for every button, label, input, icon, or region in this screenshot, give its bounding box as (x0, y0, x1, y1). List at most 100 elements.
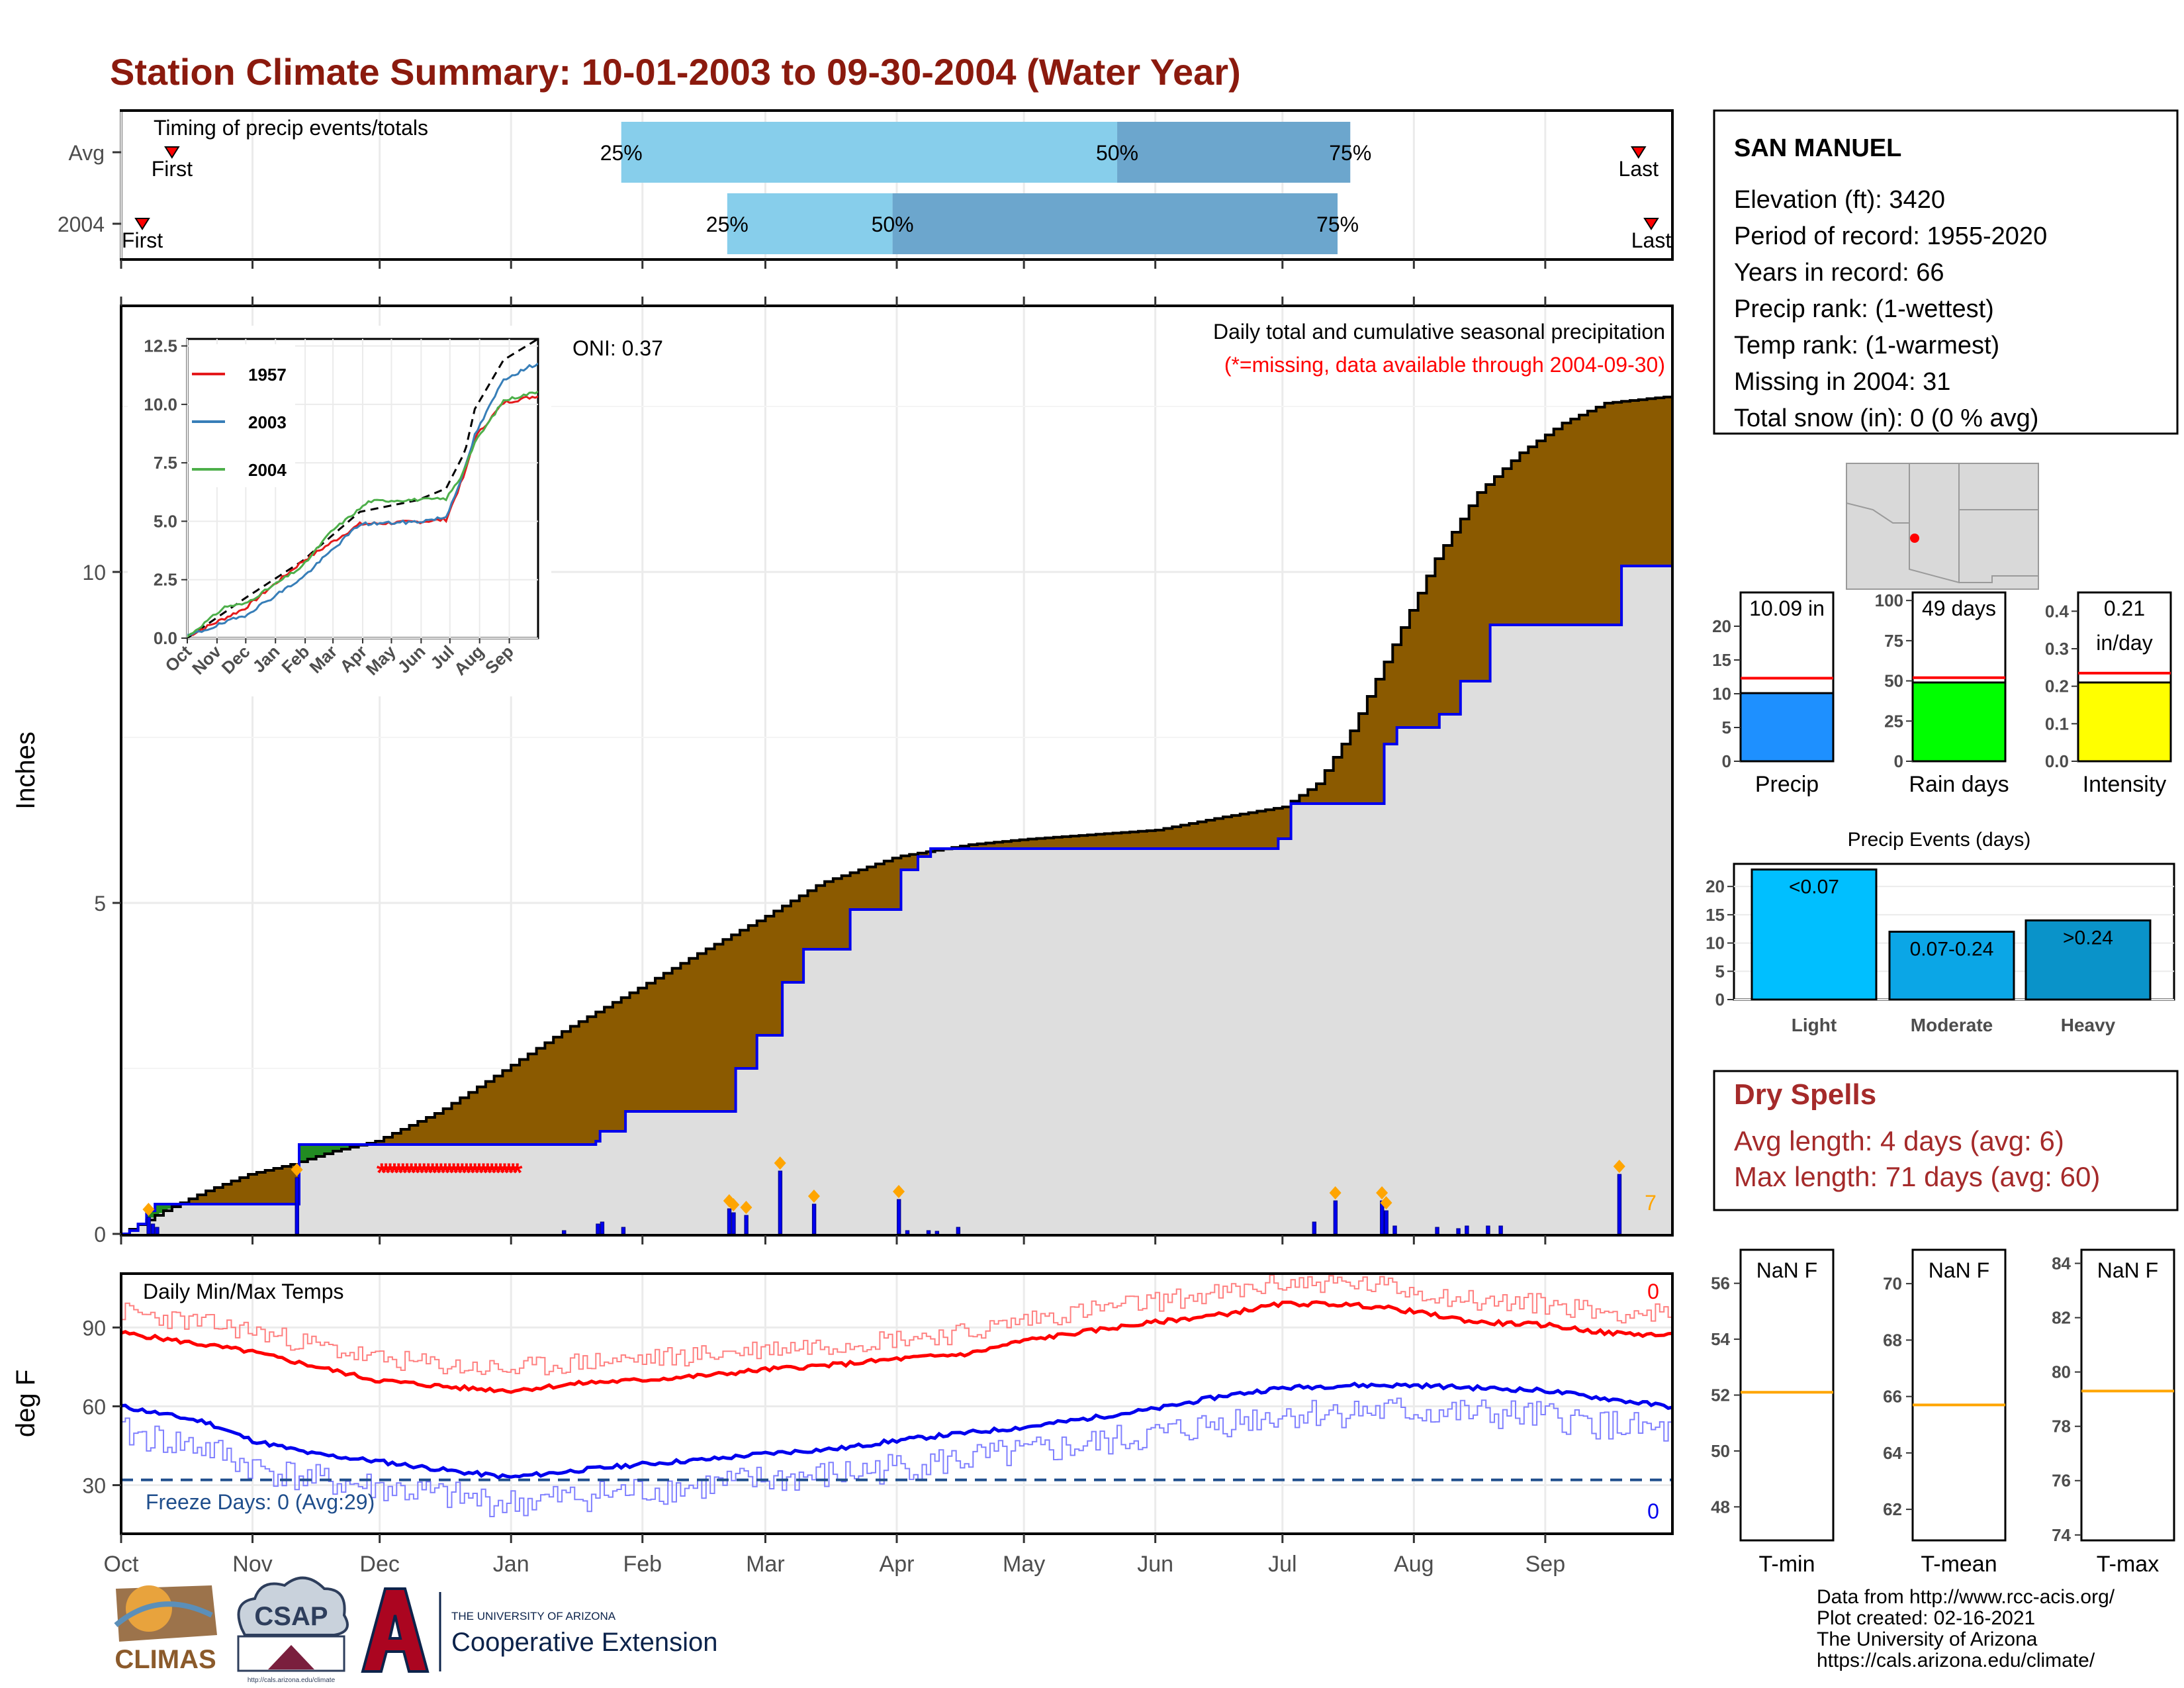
footer: CLIMAS CSAP http://cals.arizona.edu/clim… (114, 1576, 2115, 1684)
inset-series-2004 (187, 391, 538, 638)
missing-day-mark: * (504, 1158, 514, 1188)
temp-panel-title: Daily Min/Max Temps (143, 1280, 343, 1303)
last-event-marker (1630, 146, 1647, 159)
summary-ytick-label: 0.0 (2045, 751, 2069, 771)
missing-day-mark: * (470, 1158, 480, 1188)
missing-day-mark: * (415, 1158, 426, 1188)
missing-day-mark: * (482, 1158, 493, 1188)
missing-day-mark: * (461, 1158, 472, 1188)
climas-label: CLIMAS (114, 1645, 216, 1674)
temp-panel: Daily Min/Max Temps Freeze Days: 0 (Avg:… (11, 1272, 1674, 1535)
heavy-event-marker (1380, 1196, 1392, 1209)
inset-chart: 0.02.55.07.510.012.5OctNovDecJanFebMarAp… (128, 326, 551, 696)
temp-box-ytick-label: 62 (1883, 1499, 1902, 1519)
last-event-label: Last (1631, 228, 1672, 252)
temp-box-frame (1739, 1248, 1835, 1542)
station-line-elevation: Elevation (ft): 3420 (1734, 186, 1945, 214)
daily-precip-bar (1465, 1225, 1469, 1235)
precip-ytick-label: 10 (82, 561, 106, 585)
station-info-box: SAN MANUEL Elevation (ft): 3420 Period o… (1713, 109, 2179, 435)
heavy-event-marker (142, 1203, 155, 1216)
temperature-summary-boxes: 48 50 52 54 56 NaN F T-min 62 64 66 68 70 NaN F T-mea… (1711, 1248, 2175, 1577)
temp-box-label: T-max (2097, 1552, 2159, 1577)
station-name: SAN MANUEL (1734, 134, 1901, 162)
climas-logo-wave (114, 1601, 213, 1628)
temp-box-ytick-label: 52 (1711, 1385, 1730, 1405)
month-label: Jan (493, 1552, 529, 1577)
summary-ytick-label: 25 (1884, 711, 1903, 731)
summary-ytick-label: 15 (1712, 650, 1731, 670)
month-label: Sep (1525, 1552, 1566, 1577)
missing-day-mark: * (449, 1158, 459, 1188)
temp-box-ytick-label: 82 (2052, 1308, 2071, 1328)
summary-bar-rain-days (1911, 681, 2007, 763)
temp-box-ytick-label: 80 (2052, 1362, 2071, 1382)
events-bar-moderate (1888, 931, 2015, 1001)
daily-precip-bar (295, 1177, 299, 1235)
station-line-temp-rank: Temp rank: (1-warmest) (1734, 332, 1999, 359)
temp-box-value-label: NaN F (1756, 1258, 1817, 1282)
page-title: Station Climate Summary: 10-01-2003 to 0… (110, 51, 1241, 93)
timing-bar-50-75 (892, 193, 1338, 254)
events-bar-light (1751, 868, 1878, 1001)
legend-label-2004: 2004 (248, 460, 287, 480)
daily-precip-bar (1384, 1210, 1388, 1235)
last-event-marker (1643, 218, 1659, 230)
station-box-frame (1713, 109, 2179, 435)
last-event-label: Last (1619, 157, 1659, 181)
precip-y-axis: 0 5 10 (82, 561, 121, 1246)
daily-precip-bar (811, 1203, 817, 1235)
timing-panel-title: Timing of precip events/totals (154, 116, 428, 140)
missing-day-mark: * (402, 1158, 412, 1188)
summary-bar-intensity (2077, 681, 2172, 763)
events-value-label: 0.07-0.24 (1910, 939, 1994, 961)
station-line-years: Years in record: 66 (1734, 259, 1944, 287)
daily-precip-bar (778, 1170, 783, 1235)
events-ytick-label: 0 (1715, 990, 1725, 1009)
events-category-label: Light (1792, 1015, 1837, 1035)
summary-ytick-label: 5 (1722, 718, 1731, 737)
missing-day-mark: * (453, 1158, 463, 1188)
footer-url: https://cals.arizona.edu/climate/ (1817, 1650, 2095, 1671)
missing-day-mark: * (432, 1158, 442, 1188)
timing-p25-label: 25% (600, 141, 643, 165)
missing-day-mark: * (423, 1158, 433, 1188)
precip-ytick-label: 0 (94, 1223, 106, 1246)
temp-box-ytick-label: 68 (1883, 1330, 1902, 1350)
events-ytick-label: 15 (1706, 905, 1725, 925)
summary-value-label: in/day (2096, 631, 2152, 655)
heavy-event-marker (1329, 1186, 1342, 1199)
inset-ytick-label: 10.0 (144, 395, 177, 414)
timing-row-label-avg: Avg (68, 141, 105, 165)
missing-day-mark: * (500, 1158, 510, 1188)
daily-precip-bar (731, 1212, 736, 1235)
temp-box-ytick-label: 56 (1711, 1274, 1730, 1293)
temp-box-ytick-label: 48 (1711, 1497, 1730, 1517)
temp-box-ytick-label: 84 (2052, 1254, 2071, 1274)
freeze-days-label: Freeze Days: 0 (Avg:29) (146, 1490, 375, 1514)
summary-value-label: 49 days (1922, 596, 1996, 620)
daily-precip-bar (926, 1230, 931, 1235)
location-map (1846, 463, 2039, 590)
missing-day-mark: * (398, 1158, 408, 1188)
daily-precip-bar (905, 1230, 910, 1235)
missing-day-mark: * (457, 1158, 468, 1188)
summary-ytick-label: 0.4 (2045, 601, 2070, 621)
temp-box-ytick-label: 70 (1883, 1274, 1902, 1293)
daily-precip-bar (146, 1217, 151, 1235)
year-cumulative-area (121, 566, 1672, 1234)
first-event-label: First (122, 228, 163, 252)
ua-logo: THE UNIVERSITY OF ARIZONA Cooperative Ex… (361, 1587, 717, 1673)
missing-note: (*=missing, data available through 2004-… (1224, 353, 1665, 377)
timing-row-label-year: 2004 (58, 212, 105, 236)
station-line-period: Period of record: 1955-2020 (1734, 222, 2047, 250)
month-label: Feb (623, 1552, 662, 1577)
heavy-event-marker (1376, 1186, 1388, 1199)
dry-spells-frame (1713, 1070, 2179, 1211)
heavy-event-marker (740, 1201, 752, 1214)
timing-p75-label: 75% (1329, 141, 1371, 165)
missing-day-mark: * (465, 1158, 476, 1188)
tmin-daily-line (121, 1397, 1672, 1517)
daily-precip-bar (744, 1215, 749, 1235)
precip-events-title: Precip Events (days) (1848, 829, 2031, 851)
